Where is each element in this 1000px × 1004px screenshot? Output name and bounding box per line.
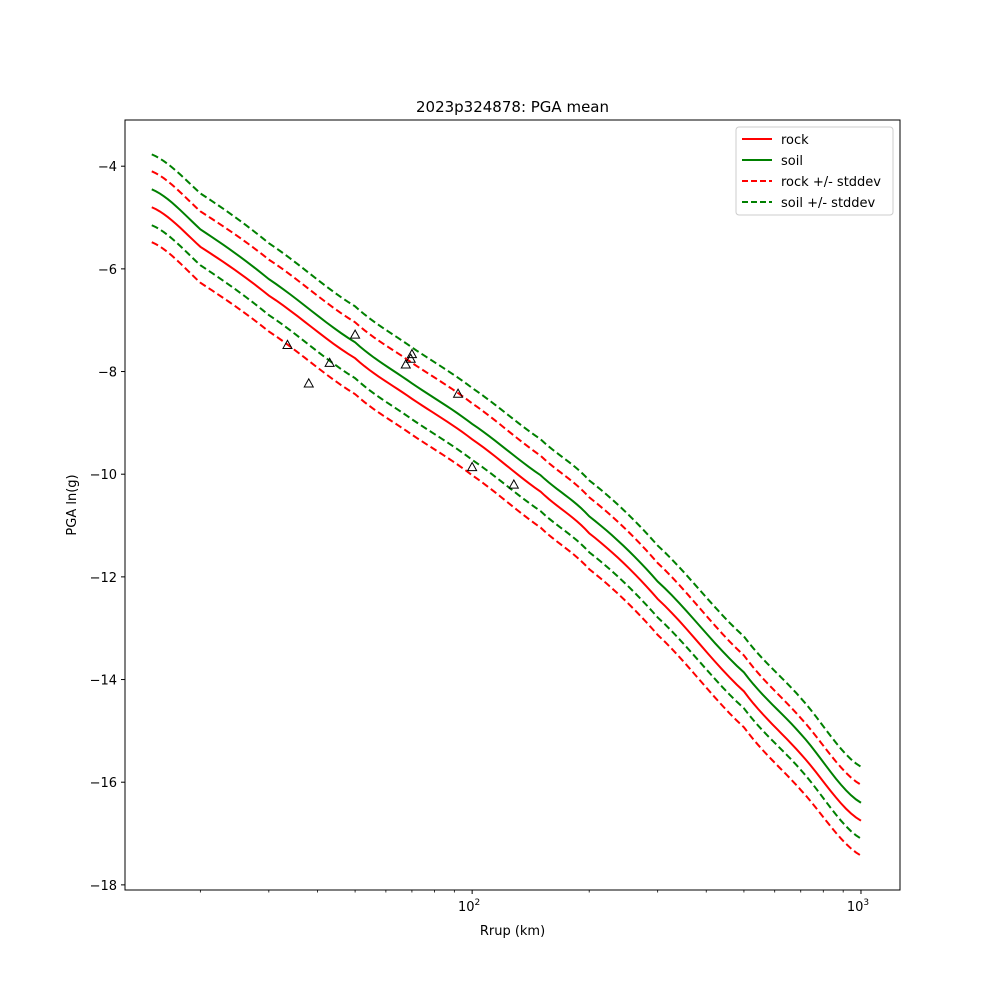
legend-label-rock-stddev: rock +/- stddev: [781, 175, 881, 190]
observation-point: [406, 348, 418, 359]
series-line-soil: [151, 188, 862, 804]
x-tick-label: 103: [847, 898, 869, 915]
observation-point: [303, 377, 315, 388]
y-tick-label: −14: [90, 674, 117, 689]
x-tick-label: 102: [458, 898, 480, 915]
series-line-rock-stddev: [151, 170, 862, 786]
observation-point: [349, 329, 361, 339]
y-tick-label: −10: [90, 468, 117, 483]
plot-frame: [124, 119, 901, 891]
series-line-soil-minus-stddev: [151, 224, 862, 840]
y-tick-label: −6: [98, 263, 117, 278]
y-tick-label: −8: [98, 366, 117, 381]
observation-point: [466, 461, 478, 472]
observation-point: [508, 478, 520, 489]
y-tick-label: −18: [90, 879, 117, 894]
legend-label-soil: soil: [781, 154, 803, 169]
y-tick-label: −12: [90, 571, 117, 586]
observation-point: [400, 358, 412, 369]
y-tick-label: −16: [90, 776, 117, 791]
observation-point: [324, 357, 335, 367]
x-axis-label: Rrup (km): [480, 924, 545, 939]
chart-title: 2023p324878: PGA mean: [416, 98, 609, 116]
legend-label-soil-stddev: soil +/- stddev: [781, 196, 876, 211]
legend-box: [735, 126, 894, 216]
observation-point: [452, 388, 464, 398]
y-axis-label: PGA ln(g): [65, 474, 80, 535]
observation-point: [405, 353, 417, 363]
y-tick-label: −4: [98, 160, 117, 175]
legend: rock soil rock +/- stddev soil +/- stdde…: [735, 126, 894, 216]
series-line-soil-stddev: [151, 153, 862, 768]
series-line-rock: [151, 206, 862, 822]
series-line-rock-minus-stddev: [151, 241, 862, 857]
legend-label-rock: rock: [781, 133, 809, 148]
observation-point: [282, 339, 293, 349]
